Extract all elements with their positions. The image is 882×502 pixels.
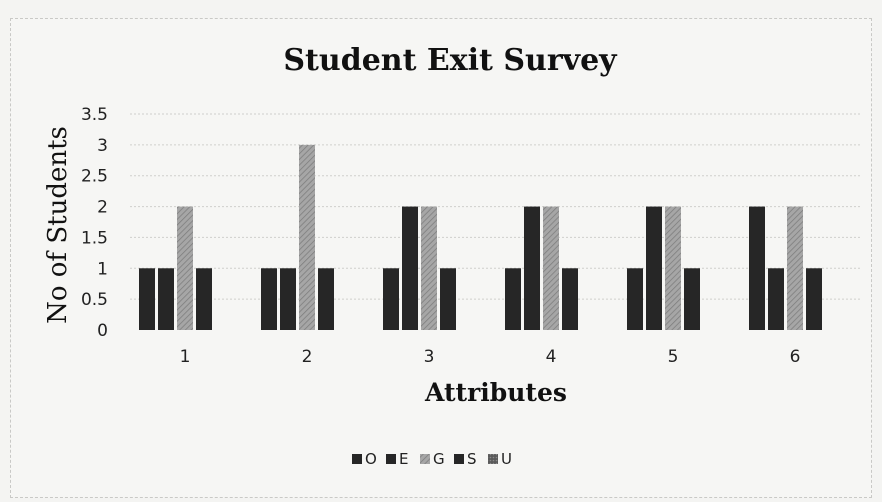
bar-G-4 — [543, 206, 559, 330]
bar-S-6 — [806, 268, 822, 330]
legend-swatch-O — [352, 454, 362, 464]
legend-swatch-S — [454, 454, 464, 464]
y-axis-ticks: 0 0.5 1 1.5 2 2.5 3 3.5 — [81, 105, 108, 341]
legend-label-U: U — [501, 450, 512, 468]
x-tick-label: 4 — [546, 347, 557, 367]
legend-swatch-E — [386, 454, 396, 464]
legend-label-G: G — [433, 450, 445, 468]
bars — [139, 144, 822, 330]
bar-O-3 — [383, 268, 399, 330]
y-tick-label: 2 — [97, 198, 108, 218]
y-tick-label: 3 — [97, 136, 108, 156]
bar-E-4 — [524, 206, 540, 330]
bar-G-1 — [177, 206, 193, 330]
y-axis-title: No of Students — [43, 126, 73, 324]
legend-label-S: S — [467, 450, 477, 468]
bar-E-2 — [280, 268, 296, 330]
y-tick-label: 0 — [97, 321, 108, 341]
bar-G-5 — [665, 206, 681, 330]
gridlines — [130, 113, 862, 300]
x-tick-label: 2 — [302, 347, 313, 367]
bar-S-4 — [562, 268, 578, 330]
chart-title: Student Exit Survey — [283, 43, 618, 78]
bar-G-3 — [421, 206, 437, 330]
bar-O-4 — [505, 268, 521, 330]
bar-O-5 — [627, 268, 643, 330]
bar-O-1 — [139, 268, 155, 330]
bar-O-2 — [261, 268, 277, 330]
bar-S-3 — [440, 268, 456, 330]
legend-label-E: E — [399, 450, 408, 468]
bar-E-1 — [158, 268, 174, 330]
bar-S-5 — [684, 268, 700, 330]
bar-G-2 — [299, 144, 315, 330]
legend-label-O: O — [365, 450, 377, 468]
bar-S-2 — [318, 268, 334, 330]
bar-G-6 — [787, 206, 803, 330]
bar-S-1 — [196, 268, 212, 330]
y-tick-label: 3.5 — [81, 105, 108, 125]
legend-swatch-G — [420, 454, 430, 464]
x-axis-ticks: 1 2 3 4 5 6 — [180, 347, 801, 367]
x-tick-label: 3 — [424, 347, 435, 367]
bar-E-3 — [402, 206, 418, 330]
x-tick-label: 6 — [790, 347, 801, 367]
bar-O-6 — [749, 206, 765, 330]
y-tick-label: 2.5 — [81, 167, 108, 187]
bar-E-6 — [768, 268, 784, 330]
y-tick-label: 1 — [97, 259, 108, 279]
y-tick-label: 1.5 — [81, 228, 108, 248]
x-axis-title: Attributes — [424, 378, 567, 407]
x-tick-label: 5 — [668, 347, 679, 367]
chart-frame — [10, 18, 872, 498]
bar-E-5 — [646, 206, 662, 330]
legend-swatch-U — [488, 454, 498, 464]
y-tick-label: 0.5 — [81, 290, 108, 310]
x-tick-label: 1 — [180, 347, 191, 367]
